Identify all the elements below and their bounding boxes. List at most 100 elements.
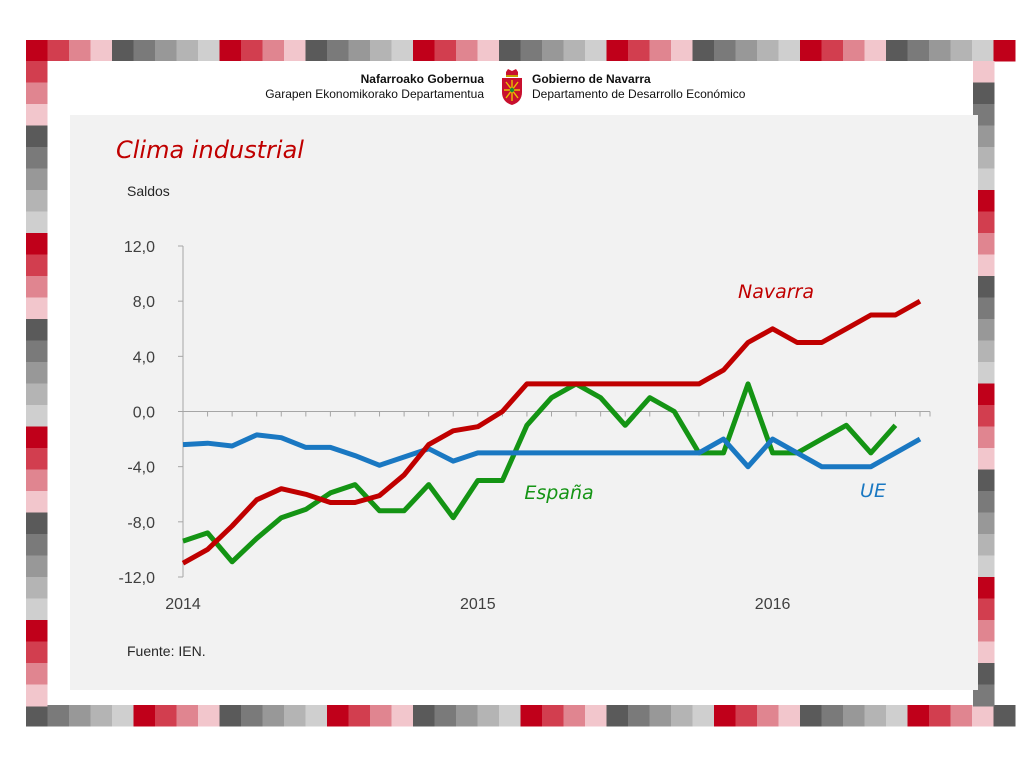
frame-tile (198, 705, 220, 727)
frame-tile (26, 362, 48, 384)
frame-tile (262, 40, 285, 62)
frame-tile (929, 40, 951, 62)
frame-tile (973, 125, 995, 148)
frame-tile (563, 705, 586, 727)
frame-tile (26, 297, 48, 320)
frame-tile (26, 276, 48, 298)
frame-tile (973, 620, 995, 642)
frame-tile (907, 40, 930, 62)
header-right-title: Gobierno de Navarra (532, 72, 651, 86)
frame-tile (606, 705, 629, 727)
frame-tile (972, 705, 994, 727)
frame-tile (800, 40, 822, 62)
x-tick-label: 2014 (165, 596, 201, 613)
frame-tile (973, 663, 995, 685)
frame-tile (843, 705, 865, 727)
frame-tile (26, 426, 48, 449)
frame-tile (973, 426, 995, 449)
frame-tile (973, 512, 995, 535)
frame-tile (520, 705, 543, 727)
frame-tile (972, 40, 994, 62)
frame-tile (348, 705, 371, 727)
government-header: Nafarroako Gobernua Garapen Ekonomikorak… (260, 68, 760, 108)
frame-tile (973, 61, 995, 83)
frame-tile (864, 705, 887, 727)
frame-tile (757, 705, 779, 727)
frame-tile (434, 40, 457, 62)
frame-tile (262, 705, 285, 727)
frame-tile (26, 469, 48, 492)
frame-tile (26, 254, 48, 277)
frame-tile (155, 40, 177, 62)
frame-tile (241, 705, 263, 727)
frame-tile (26, 448, 48, 470)
frame-tile (973, 405, 995, 427)
frame-tile (133, 40, 156, 62)
frame-tile (973, 534, 995, 556)
frame-tile (26, 491, 48, 513)
frame-tile (26, 82, 48, 105)
frame-tile (413, 705, 435, 727)
frame-tile (973, 297, 995, 320)
navarra-coat-of-arms-icon (502, 69, 522, 105)
y-tick-label: 8,0 (133, 294, 155, 311)
frame-tile (973, 319, 995, 341)
series-label-ue: UE (860, 480, 886, 502)
frame-tile (692, 705, 715, 727)
frame-tile (112, 40, 134, 62)
chart-axes: 12,0 8,0 4,0 0,0 -4,0 -8,0 -12,0 2014 2015 2016 (119, 239, 931, 613)
frame-tile (821, 705, 844, 727)
frame-tile (26, 340, 48, 363)
frame-tile (973, 448, 995, 470)
frame-tile (47, 40, 70, 62)
frame-tile (843, 40, 865, 62)
frame-tile (973, 641, 995, 664)
frame-tile (69, 40, 91, 62)
frame-tile (929, 705, 951, 727)
y-tick-label: 0,0 (133, 405, 155, 422)
frame-tile (26, 125, 48, 148)
frame-tile (26, 663, 48, 685)
frame-tile (757, 40, 779, 62)
frame-tile (714, 705, 736, 727)
frame-tile (112, 705, 134, 727)
y-tick-label: 4,0 (133, 349, 155, 366)
frame-tile (26, 534, 48, 556)
frame-tile (864, 40, 887, 62)
chart-panel (70, 115, 978, 690)
frame-tile (26, 147, 48, 169)
frame-tile (520, 40, 543, 62)
frame-tile (26, 319, 48, 341)
frame-tile (585, 40, 607, 62)
frame-tile (219, 705, 242, 727)
frame-tile (886, 705, 908, 727)
frame-tile (456, 40, 478, 62)
frame-tile (973, 233, 995, 255)
y-tick-label: -8,0 (127, 515, 155, 532)
frame-tile (671, 40, 693, 62)
frame-tile (26, 104, 48, 126)
frame-tile (907, 705, 930, 727)
frame-tile (886, 40, 908, 62)
y-axis-label: Saldos (127, 183, 170, 199)
frame-tile (26, 168, 48, 191)
frame-tile (348, 40, 371, 62)
frame-tile (628, 705, 650, 727)
frame-tile (542, 40, 564, 62)
frame-tile (26, 61, 48, 83)
frame-tile (973, 82, 995, 105)
header-basque: Nafarroako Gobernua Garapen Ekonomikorak… (265, 72, 484, 101)
frame-tile (714, 40, 736, 62)
frame-tile (973, 362, 995, 384)
frame-tile (26, 233, 48, 255)
frame-tile (305, 705, 328, 727)
frame-tile (198, 40, 220, 62)
frame-tile (973, 254, 995, 277)
series-line-ue (182, 432, 922, 470)
frame-tile (973, 577, 995, 599)
frame-tile (391, 705, 414, 727)
frame-tile (413, 40, 435, 62)
frame-tile (26, 705, 48, 727)
frame-tile (800, 705, 822, 727)
